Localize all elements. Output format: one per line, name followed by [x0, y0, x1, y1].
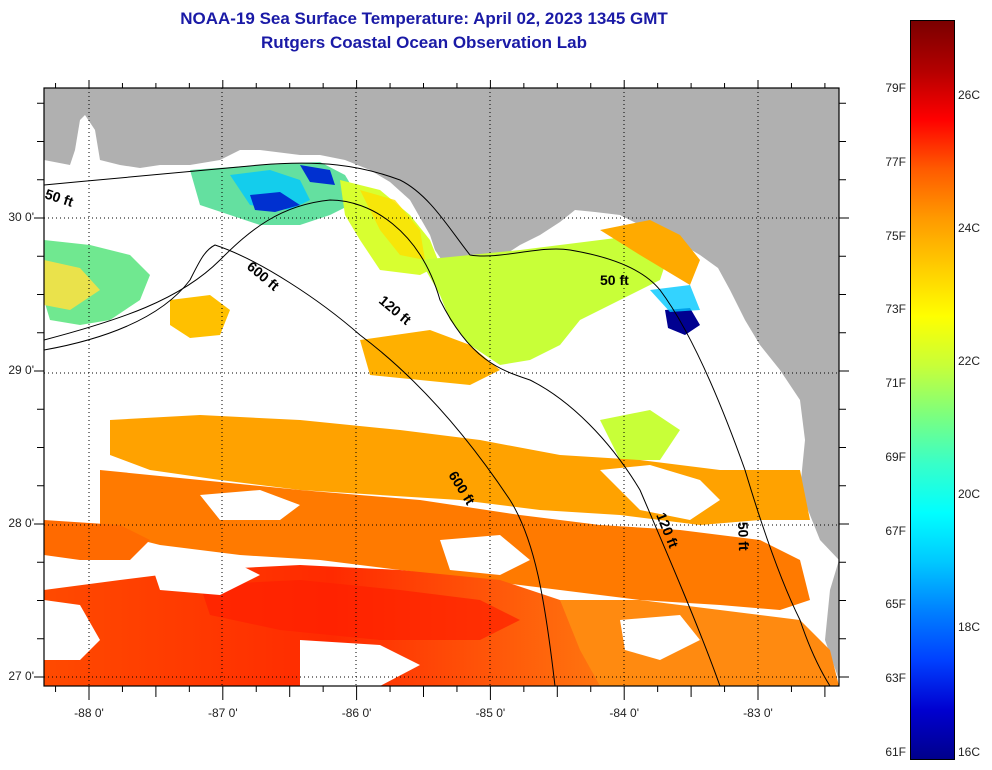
isobath-label: 50 ft: [600, 272, 629, 288]
map-subtitle: Rutgers Coastal Ocean Observation Lab: [261, 33, 587, 52]
isobath-600ft: [44, 244, 556, 686]
isobath-lines: [44, 162, 831, 686]
land-mass: [44, 88, 839, 560]
colorbar-label-c: 18C: [958, 619, 981, 634]
latitude-label: 27 0': [8, 669, 34, 683]
colorbar-label-f: 65F: [885, 597, 906, 612]
isobath-label: 50 ft: [735, 522, 752, 552]
longitude-label: -88 0': [74, 706, 104, 720]
colorbar-label-f: 75F: [885, 228, 906, 243]
colorbar-label-f: 77F: [885, 154, 906, 169]
axis-ticks: [34, 80, 849, 700]
colorbar-label-f: 79F: [885, 81, 906, 95]
latitude-label: 29 0': [8, 363, 34, 377]
latitude-label: 30 0': [8, 210, 34, 224]
graticule: [44, 88, 839, 686]
latitude-label: 28 0': [8, 516, 34, 530]
colorbar-label-f: 69F: [885, 449, 906, 464]
colorbar-label-f: 73F: [885, 302, 906, 317]
plot-frame: [43, 87, 840, 687]
colorbar-label-c: 16C: [958, 745, 981, 759]
isobath-50ft-north: [44, 162, 831, 686]
colorbar-label-c: 26C: [958, 88, 981, 103]
longitude-label: -85 0': [475, 706, 506, 720]
colorbar-label-f: 67F: [885, 523, 906, 538]
longitude-label: -83 0': [743, 706, 773, 720]
colorbar-label-f: 61F: [885, 745, 906, 759]
colorbar: [910, 20, 955, 760]
map-title: NOAA-19 Sea Surface Temperature: April 0…: [180, 9, 668, 28]
longitude-label: -86 0': [341, 706, 372, 720]
longitude-label: -87 0': [207, 706, 238, 720]
longitude-label: -84 0': [609, 706, 640, 720]
sst-patches: [44, 162, 839, 686]
isobath-120ft: [44, 199, 721, 686]
colorbar-label-c: 24C: [958, 221, 981, 236]
colorbar-label-c: 20C: [958, 486, 981, 501]
colorbar-label-f: 63F: [885, 671, 906, 686]
colorbar-label-c: 22C: [958, 353, 981, 368]
colorbar-label-f: 71F: [885, 376, 906, 391]
